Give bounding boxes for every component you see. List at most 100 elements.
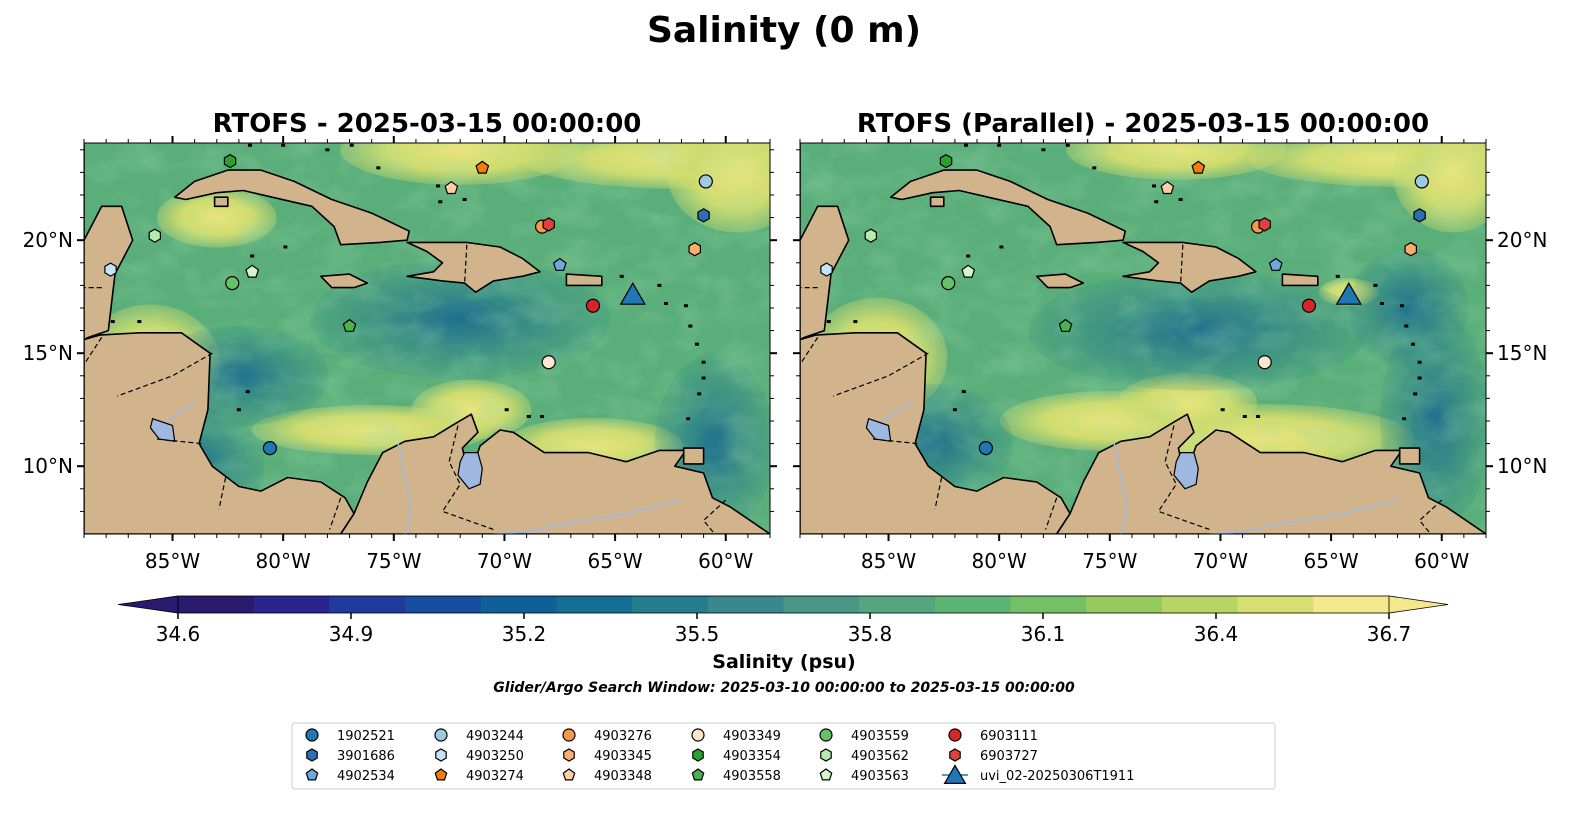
- islet: [961, 390, 966, 394]
- colorbar-segment: [707, 596, 785, 613]
- legend-marker-4903244: [434, 728, 448, 742]
- islet: [1335, 274, 1340, 278]
- legend-marker-6903727: [949, 748, 961, 762]
- islet: [1417, 376, 1422, 380]
- x-tick-label: 70°W: [477, 549, 532, 573]
- colorbar-tick-label: 35.5: [675, 622, 720, 646]
- colorbar-segment: [556, 596, 633, 613]
- legend-marker-4903348: [562, 768, 576, 781]
- legend-label: 4903274: [466, 769, 524, 784]
- marker-4903558: [1058, 318, 1073, 332]
- legend-marker-6903111: [948, 728, 962, 742]
- marker-4903274: [1191, 160, 1206, 174]
- x-tick-label: 60°W: [1414, 549, 1469, 573]
- marker-4903563: [245, 264, 260, 278]
- islet: [526, 414, 531, 418]
- legend-marker-4903354: [692, 748, 704, 762]
- islet: [349, 143, 354, 147]
- marker-uvi_02-20250306T1911: [1335, 281, 1362, 305]
- islet: [1092, 166, 1097, 170]
- legend-label: 4903276: [594, 729, 652, 744]
- legend-marker-uvi_02-20250306T1911: [943, 764, 967, 785]
- x-tick-label: 75°W: [366, 549, 421, 573]
- islet: [436, 184, 441, 188]
- colorbar-tick-label: 36.4: [1194, 622, 1239, 646]
- marker-4903354: [939, 153, 953, 169]
- land-jamaica: [320, 273, 369, 289]
- legend-label: 4903562: [851, 749, 909, 764]
- marker-6903111: [1301, 298, 1317, 313]
- x-tick-label: 80°W: [256, 549, 311, 573]
- marker-4903348: [444, 180, 459, 195]
- colorbar-segment: [1086, 596, 1163, 613]
- legend-marker-3901686: [306, 748, 318, 762]
- x-tick-label: 80°W: [972, 549, 1027, 573]
- islet: [683, 304, 688, 308]
- islet: [137, 320, 142, 324]
- y-tick-label: 10°N: [23, 454, 73, 478]
- land-cuba: [889, 169, 1127, 246]
- islet: [997, 143, 1002, 147]
- islet: [1410, 342, 1415, 346]
- x-tick-label: 85°W: [145, 549, 200, 573]
- colorbar-tick-label: 34.9: [329, 622, 374, 646]
- legend-marker-4903563: [819, 768, 833, 781]
- colorbar-extend-min: [117, 595, 179, 614]
- country-border: [934, 477, 943, 510]
- marker-4903559: [225, 276, 240, 291]
- colorbar-frame: [177, 595, 1390, 614]
- y-tick-label: 15°N: [23, 341, 73, 365]
- legend-marker-4903558: [691, 768, 705, 781]
- marker-4903562: [148, 228, 161, 243]
- river: [1113, 443, 1129, 534]
- colorbar-segment: [329, 596, 406, 613]
- colorbar-tick-label: 35.8: [848, 622, 893, 646]
- map-panel-2: RTOFS (Parallel) - 2025-03-15 00:00:00 85…: [793, 109, 1547, 573]
- y-tick-label: 20°N: [23, 228, 73, 252]
- legend-label: 4903250: [466, 749, 524, 764]
- legend-marker-1902521: [305, 728, 319, 742]
- land-jamaica: [1036, 273, 1085, 289]
- x-tick-label: 75°W: [1082, 549, 1137, 573]
- marker-4903345: [688, 242, 702, 257]
- islet: [1242, 414, 1247, 418]
- islet: [697, 392, 702, 396]
- marker-4903354: [223, 153, 237, 169]
- country-border: [329, 497, 342, 530]
- legend-label: 6903111: [980, 729, 1038, 744]
- map-frame: [799, 142, 1487, 535]
- river: [1209, 499, 1398, 534]
- lake-maracaibo: [1173, 452, 1199, 490]
- islet: [245, 390, 250, 394]
- islet: [236, 408, 241, 412]
- legend-box: [291, 722, 1276, 790]
- islet: [663, 301, 668, 305]
- islet: [325, 148, 330, 152]
- legend-label: 4903558: [723, 769, 781, 784]
- marker-4903348: [1160, 180, 1175, 195]
- river: [881, 402, 912, 422]
- islet: [694, 342, 699, 346]
- marker-4903349: [541, 355, 556, 370]
- marker-4903345: [1404, 242, 1418, 257]
- legend-label: 4903345: [594, 749, 652, 764]
- marker-4903250: [104, 262, 117, 277]
- x-tick-label: 65°W: [1303, 549, 1358, 573]
- islet: [438, 200, 443, 204]
- figure-title: Salinity (0 m): [647, 10, 921, 51]
- legend-label: 4903348: [594, 769, 652, 784]
- islet: [1256, 414, 1261, 418]
- islet: [540, 414, 545, 418]
- legend-label: 4903559: [851, 729, 909, 744]
- x-tick-label: 70°W: [1193, 549, 1248, 573]
- islet: [1417, 360, 1422, 364]
- marker-4903250: [820, 262, 833, 277]
- marker-3901686: [697, 208, 710, 223]
- islet: [110, 320, 115, 324]
- marker-4903563: [961, 264, 976, 278]
- y-tick-label: 15°N: [1497, 341, 1547, 365]
- marker-4903559: [941, 276, 956, 291]
- country-border: [1418, 499, 1443, 534]
- islet: [688, 324, 693, 328]
- marker-4903349: [1257, 355, 1272, 370]
